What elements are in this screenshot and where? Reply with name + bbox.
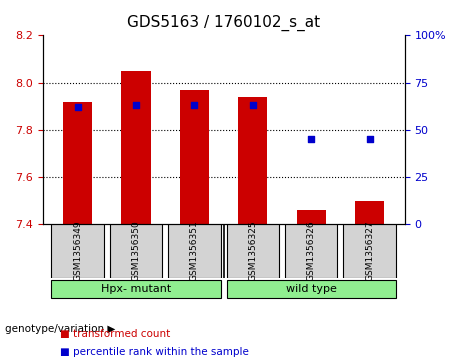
- Bar: [180, 90, 209, 224]
- Bar: [296, 210, 326, 224]
- Text: Hpx- mutant: Hpx- mutant: [101, 284, 171, 294]
- Bar: [238, 97, 267, 224]
- FancyBboxPatch shape: [51, 224, 104, 278]
- Text: GSM1356325: GSM1356325: [248, 221, 257, 281]
- Text: genotype/variation ▶: genotype/variation ▶: [5, 323, 115, 334]
- Text: ■ percentile rank within the sample: ■ percentile rank within the sample: [60, 347, 249, 357]
- FancyBboxPatch shape: [226, 280, 396, 298]
- FancyBboxPatch shape: [51, 280, 221, 298]
- Text: GSM1356349: GSM1356349: [73, 221, 82, 281]
- Point: [74, 104, 81, 110]
- Bar: [63, 102, 92, 224]
- Text: GSM1356350: GSM1356350: [131, 221, 141, 281]
- Text: GSM1356351: GSM1356351: [190, 221, 199, 281]
- FancyBboxPatch shape: [226, 224, 279, 278]
- Point: [249, 102, 256, 108]
- Text: wild type: wild type: [286, 284, 337, 294]
- Title: GDS5163 / 1760102_s_at: GDS5163 / 1760102_s_at: [127, 15, 320, 31]
- FancyBboxPatch shape: [285, 224, 337, 278]
- Text: GSM1356327: GSM1356327: [365, 221, 374, 281]
- Text: ■ transformed count: ■ transformed count: [60, 329, 170, 339]
- Point: [191, 102, 198, 108]
- Text: GSM1356326: GSM1356326: [307, 221, 316, 281]
- FancyBboxPatch shape: [110, 224, 162, 278]
- FancyBboxPatch shape: [168, 224, 221, 278]
- Point: [132, 102, 140, 108]
- Bar: [355, 201, 384, 224]
- Point: [366, 136, 373, 142]
- Point: [307, 136, 315, 142]
- Bar: [121, 71, 151, 224]
- FancyBboxPatch shape: [343, 224, 396, 278]
